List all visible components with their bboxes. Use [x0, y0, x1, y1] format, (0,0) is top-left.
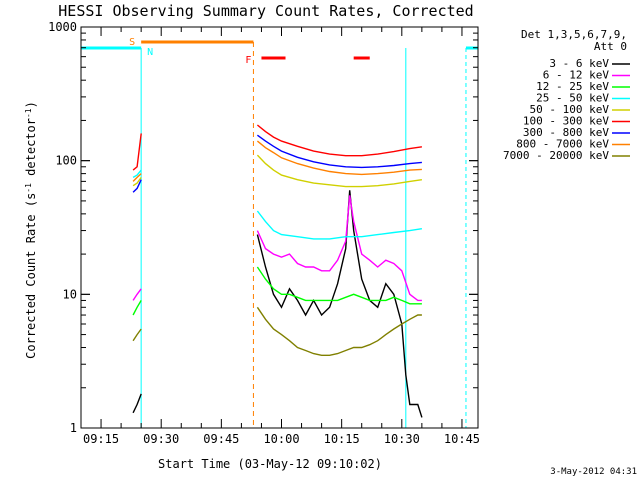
- series-line-1-seg-0: [132, 288, 142, 301]
- y-axis-label-sup1: -1: [24, 183, 33, 193]
- y-axis-label: Corrected Count Rate (s-1 detector-1): [24, 101, 39, 359]
- series-line-5-seg-1: [256, 124, 423, 157]
- series-line-0-seg-1: [256, 190, 423, 418]
- series-line-3-seg-1: [256, 210, 423, 240]
- x-tick-label-3: 10:00: [263, 432, 299, 446]
- series-line-7-seg-1: [256, 140, 422, 176]
- legend-label-5: 100 - 300 keV: [523, 115, 609, 128]
- flare-flag-label: F: [245, 55, 251, 66]
- series-line-1-seg-1: [256, 195, 422, 302]
- saa-flag-label: S: [129, 37, 135, 48]
- date-stamp: 3-May-2012 04:31: [550, 467, 637, 477]
- night-flag-label: N: [147, 47, 153, 58]
- y-axis-label-mid: detector: [24, 118, 38, 183]
- x-axis-label: Start Time (03-May-12 09:10:02): [158, 457, 382, 471]
- series-line-6-seg-1: [256, 134, 422, 169]
- x-tick-label-0: 09:15: [83, 432, 119, 446]
- chart-title: HESSI Observing Summary Count Rates, Cor…: [58, 2, 473, 20]
- legend-attenuator: Att 0: [594, 40, 627, 53]
- legend-detectors: Det 1,3,5,6,7,9,: [521, 28, 627, 41]
- legend-label-3: 25 - 50 keV: [536, 92, 609, 105]
- series-line-7-seg-0: [132, 173, 142, 182]
- legend-label-1: 6 - 12 keV: [543, 69, 610, 82]
- x-tick-label-1: 09:30: [143, 432, 179, 446]
- series-group: [132, 124, 423, 418]
- axes: 1 10 100 1000 09:15 09:30 09:45 10:00 10:15 10:30…: [48, 20, 480, 446]
- legend-label-6: 300 - 800 keV: [523, 126, 609, 139]
- series-line-4-seg-0: [132, 176, 142, 187]
- x-tick-label-5: 10:30: [384, 432, 420, 446]
- x-tick-label-2: 09:45: [203, 432, 239, 446]
- x-tick-label-6: 10:45: [444, 432, 480, 446]
- y-tick-label-3: 1000: [48, 20, 77, 34]
- y-tick-label-2: 100: [55, 154, 77, 168]
- series-line-8-seg-1: [256, 306, 422, 356]
- plot-area: S N F: [81, 37, 478, 428]
- series-line-2-seg-1: [256, 266, 422, 305]
- legend-label-8: 7000 - 20000 keV: [503, 149, 609, 162]
- legend-label-0: 3 - 6 keV: [549, 57, 609, 70]
- series-line-0-seg-0: [132, 393, 142, 414]
- series-line-2-seg-0: [132, 300, 142, 316]
- y-axis-label-main: Corrected Count Rate (s: [24, 193, 38, 359]
- legend-label-7: 800 - 7000 keV: [516, 138, 609, 151]
- series-line-5-seg-0: [132, 133, 142, 171]
- plot-frame: [80, 26, 479, 429]
- y-tick-label-1: 10: [63, 287, 77, 301]
- series-line-6-seg-0: [132, 179, 142, 193]
- series-line-4-seg-1: [256, 154, 422, 188]
- series-line-8-seg-0: [132, 328, 142, 342]
- y-axis-label-sup2: -1: [24, 108, 33, 118]
- legend-label-4: 50 - 100 keV: [530, 103, 610, 116]
- x-tick-label-4: 10:15: [324, 432, 360, 446]
- series-line-3-seg-0: [132, 169, 142, 179]
- legend-label-2: 12 - 25 keV: [536, 80, 609, 93]
- y-tick-label-0: 1: [70, 421, 77, 435]
- y-axis-label-end: ): [24, 101, 38, 108]
